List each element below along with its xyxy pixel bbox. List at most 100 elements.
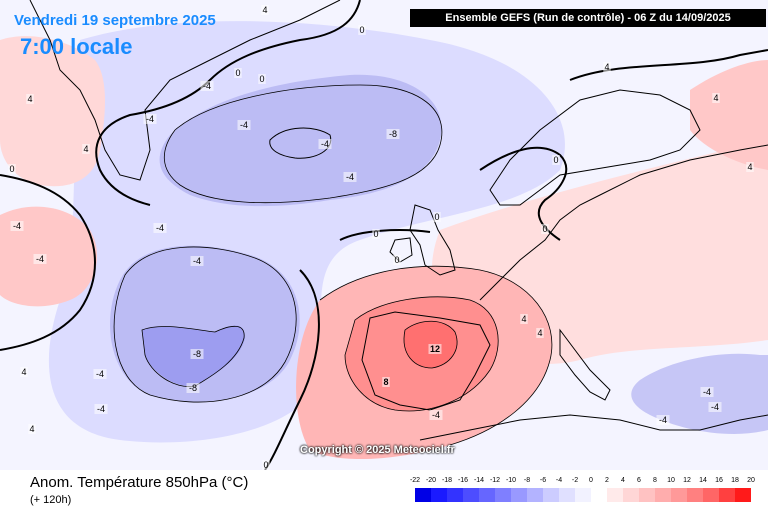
contour-labels: 04-4-4-400-4-8-4-4-4-8-8-4-440000812-444… — [8, 5, 754, 470]
contour-label: 0 — [373, 229, 378, 239]
forecast-time: 7:00 locale — [20, 34, 133, 59]
color-scale-tick: -2 — [571, 477, 579, 484]
contour-label-background — [8, 164, 16, 174]
color-scale-swatch — [575, 488, 591, 502]
contour-label: 0 — [9, 164, 14, 174]
contour-label: 4 — [27, 94, 32, 104]
contour-label: 4 — [29, 424, 34, 434]
color-scale-bar — [415, 488, 751, 502]
contour-label-background — [552, 155, 560, 165]
coastline-iberia — [361, 311, 491, 411]
contour-label: 0 — [259, 74, 264, 84]
copyright-notice: Copyright © 2025 Meteociel.fr — [300, 444, 455, 456]
contour-minus8-midatlantic — [141, 325, 245, 387]
contour-label-background — [190, 349, 204, 359]
lead-time: (+ 120h) — [30, 494, 72, 506]
zero-isotherm-atlantic — [95, 0, 361, 206]
anomaly-zone-greenland-warm — [0, 36, 105, 187]
contour-label-background — [20, 367, 28, 377]
contour-label: 4 — [21, 367, 26, 377]
color-scale-swatch — [431, 488, 447, 502]
contour-label: -4 — [96, 369, 104, 379]
contour-label-background — [382, 377, 390, 387]
zero-isotherm-iberia — [264, 229, 431, 470]
contour-label: -4 — [346, 172, 354, 182]
contour-label: 12 — [430, 344, 440, 354]
color-scale-swatch — [687, 488, 703, 502]
contour-label-background — [28, 424, 36, 434]
coastline-ireland — [389, 237, 413, 263]
coastline-scandinavia — [489, 89, 701, 206]
anomaly-zone-iceland-cold — [159, 74, 442, 207]
contour-label-background — [708, 402, 722, 412]
contour-label: -4 — [13, 221, 21, 231]
color-scale-tick: 2 — [605, 477, 609, 484]
contour-label-background — [429, 410, 443, 420]
contour-label: -4 — [36, 254, 44, 264]
color-scale-tick: -16 — [457, 477, 469, 484]
color-scale-swatch — [639, 488, 655, 502]
color-scale-tick: 18 — [731, 477, 739, 484]
anomaly-zone-russia-warm — [690, 60, 768, 170]
color-scale-swatch — [495, 488, 511, 502]
contour-label: 4 — [747, 162, 752, 172]
color-scale-tick: -10 — [505, 477, 517, 484]
color-scale-tick: 0 — [589, 477, 593, 484]
coastline-europe — [479, 144, 768, 301]
contour-label-background — [358, 25, 366, 35]
contour-label-background — [393, 255, 401, 265]
contour-label: 0 — [263, 460, 268, 470]
contour-label-background — [541, 224, 549, 234]
coastline-greenland — [29, 0, 341, 181]
color-scale-tick: -14 — [473, 477, 485, 484]
contour-plus8-iberia — [344, 296, 499, 412]
contour-label: -4 — [156, 223, 164, 233]
run-info-banner: Ensemble GEFS (Run de contrôle) - 06 Z d… — [410, 9, 766, 27]
coastline-mediterranean-south — [419, 414, 768, 441]
contour-label-background — [237, 120, 251, 130]
zero-isotherm-scandinavia — [479, 146, 568, 241]
contour-label-background — [536, 328, 544, 338]
contour-minus4-iceland — [163, 84, 443, 204]
contour-label: -4 — [432, 410, 440, 420]
contour-label: 0 — [553, 155, 558, 165]
contour-label-background — [234, 68, 242, 78]
color-scale-swatch — [447, 488, 463, 502]
contour-label: 4 — [83, 144, 88, 154]
contour-label: 0 — [359, 25, 364, 35]
contour-label-background — [26, 94, 34, 104]
contour-label-background — [200, 81, 214, 91]
contour-label: 0 — [542, 224, 547, 234]
contour-label-background — [262, 460, 270, 470]
contour-label: -4 — [240, 120, 248, 130]
contour-label: 8 — [383, 377, 388, 387]
contour-label: -4 — [203, 81, 211, 91]
color-scale-swatch — [671, 488, 687, 502]
contour-label-background — [700, 387, 714, 397]
color-scale-swatch — [415, 488, 431, 502]
color-scale-swatch — [527, 488, 543, 502]
color-scale-swatch — [735, 488, 751, 502]
contour-label: 4 — [604, 62, 609, 72]
color-scale-swatch — [703, 488, 719, 502]
contour-label-background — [190, 256, 204, 266]
contour-label-background — [520, 314, 528, 324]
contour-label: -8 — [193, 349, 201, 359]
contour-label-background — [10, 221, 24, 231]
contour-label-background — [261, 5, 269, 15]
contour-label-background — [33, 254, 47, 264]
color-scale: -22 -20 -18 -16 -14 -12 -10 -8 -6 -4 -2 0 2 4 6 8 10 12 14… — [410, 477, 755, 502]
color-scale-tick: 10 — [667, 477, 675, 484]
color-scale-swatch — [623, 488, 639, 502]
contour-label-background — [372, 229, 380, 239]
contour-label: 0 — [235, 68, 240, 78]
contour-minus4-midatlantic — [113, 246, 297, 403]
contour-label-background — [94, 404, 108, 414]
contour-label: 4 — [713, 93, 718, 103]
contour-plus4-europe — [319, 265, 553, 446]
contour-label: 4 — [521, 314, 526, 324]
forecast-date: Vendredi 19 septembre 2025 — [14, 12, 216, 29]
contour-label-background — [143, 114, 157, 124]
zero-isotherm-arctic — [569, 49, 768, 81]
color-scale-swatch — [719, 488, 735, 502]
